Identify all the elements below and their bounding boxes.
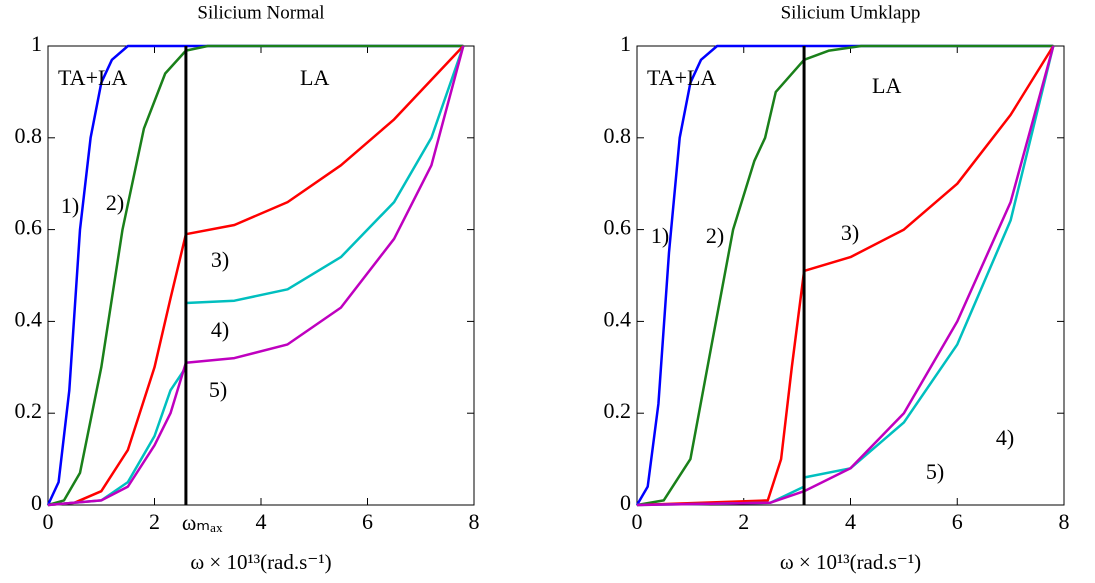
y-tick-label: 0.8 (604, 123, 632, 148)
annotation: 2) (106, 190, 124, 215)
x-tick-label: 8 (1059, 509, 1070, 534)
data-line (635, 44, 1054, 506)
annotation: 4) (211, 317, 229, 342)
x-tick-label: 0 (632, 509, 643, 534)
x-tick-label: 2 (149, 509, 160, 534)
data-line (47, 44, 464, 507)
annotation: 2) (706, 223, 724, 248)
annotation: LA (300, 65, 329, 90)
y-tick-label: 0.6 (604, 215, 632, 240)
x-axis-label: ω × 10¹³(rad.s⁻¹) (190, 550, 331, 574)
y-tick-label: 0.4 (15, 306, 43, 331)
data-line (636, 44, 1054, 507)
annotation: 5) (926, 459, 944, 484)
axes-box (47, 45, 475, 506)
annotation: 5) (209, 377, 227, 402)
y-tick-label: 0 (620, 490, 631, 515)
x-tick-label: 8 (469, 509, 480, 534)
annotation: TA+LA (58, 65, 127, 90)
y-tick-label: 0.8 (15, 123, 43, 148)
annotation: 3) (211, 247, 229, 272)
omega-max-label: ωₘₐₓ (182, 510, 223, 535)
x-tick-label: 6 (362, 509, 373, 534)
axes-box (636, 45, 1065, 506)
data-line (47, 45, 465, 507)
y-tick-label: 0.6 (15, 215, 43, 240)
y-tick-label: 0 (31, 490, 42, 515)
annotation: 3) (841, 220, 859, 245)
x-tick-label: 6 (952, 509, 963, 534)
chart-title: Silicium Normal (197, 2, 324, 23)
data-line (46, 44, 464, 506)
x-tick-label: 4 (256, 509, 267, 534)
y-tick-label: 1 (31, 31, 42, 56)
annotation: 1) (61, 193, 79, 218)
data-line (636, 45, 1055, 507)
chart-title: Silicium Umklapp (781, 2, 921, 23)
x-tick-label: 0 (43, 509, 54, 534)
y-tick-label: 0.4 (604, 306, 632, 331)
annotation: 1) (651, 223, 669, 248)
data-line (636, 45, 1055, 507)
annotation: LA (872, 73, 901, 98)
data-line (47, 45, 465, 507)
annotation: 4) (996, 425, 1014, 450)
y-tick-label: 1 (620, 31, 631, 56)
x-axis-label: ω × 10¹³(rad.s⁻¹) (780, 550, 921, 574)
x-tick-label: 2 (738, 509, 749, 534)
y-tick-label: 0.2 (604, 398, 632, 423)
x-tick-label: 4 (845, 509, 856, 534)
y-tick-label: 0.2 (15, 398, 43, 423)
annotation: TA+LA (647, 65, 716, 90)
